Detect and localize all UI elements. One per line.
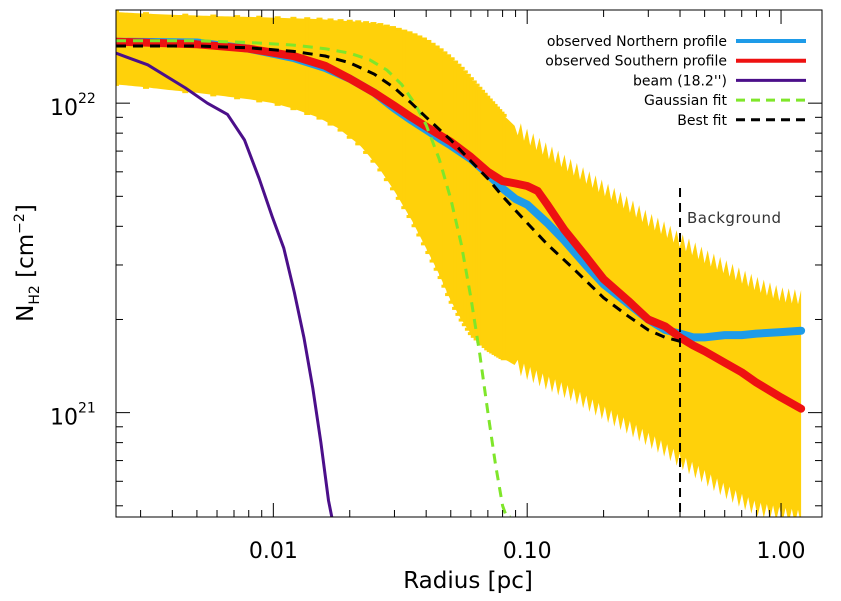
- y-tick-exponent: 22: [78, 91, 96, 107]
- series-line-beam-18-2: [116, 51, 334, 517]
- legend-label: Best fit: [677, 113, 727, 129]
- legend-label: beam (18.2''): [633, 73, 727, 89]
- y-axis-unit-close: ]: [13, 204, 39, 213]
- legend-entry: beam (18.2''): [633, 73, 806, 89]
- error-bar: [290, 16, 297, 111]
- error-bar: [256, 15, 263, 103]
- series-line-gaussian-fit: [116, 39, 511, 517]
- error-bar: [274, 16, 281, 106]
- error-bar: [500, 113, 507, 361]
- series-line-best-fit: [116, 44, 681, 343]
- error-bar: [234, 15, 241, 100]
- error-bar: [433, 45, 440, 271]
- x-tick-label: 0.01: [249, 539, 298, 564]
- x-axis-title: Radius [pc]: [403, 568, 533, 594]
- legend: observed Northern profile observed Southe…: [545, 34, 806, 129]
- y-tick-label: 1021: [50, 401, 96, 431]
- error-bar: [116, 10, 119, 86]
- series-lines: [116, 37, 806, 517]
- x-tick-label: 1.00: [757, 539, 806, 564]
- plot-area: [116, 10, 806, 517]
- y-tick-base: 10: [50, 406, 78, 431]
- y-axis-main: N: [13, 305, 39, 322]
- error-bar: [210, 14, 217, 97]
- background-label: Background: [687, 209, 782, 227]
- y-axis-title-text: NH2 [cm−2]: [12, 204, 43, 322]
- y-tick-exponent: 21: [78, 401, 96, 417]
- legend-entry: Best fit: [677, 113, 806, 129]
- error-bar: [429, 42, 436, 263]
- error-bar: [411, 33, 418, 228]
- legend-label: observed Northern profile: [547, 34, 727, 50]
- error-bar: [416, 35, 423, 237]
- plot-frame: [115, 9, 823, 518]
- y-axis-unit-open: [cm: [13, 234, 39, 285]
- error-bar: [182, 13, 189, 94]
- legend-label: observed Southern profile: [545, 54, 727, 70]
- x-tick-label: 0.10: [503, 539, 552, 564]
- y-tick-base: 10: [50, 96, 78, 121]
- series-line-observed-southern-profile: [116, 37, 806, 413]
- error-bar: [425, 39, 432, 255]
- legend-label: Gaussian fit: [644, 93, 727, 109]
- error-bar: [420, 37, 427, 246]
- y-axis-sub: H2: [27, 285, 43, 304]
- y-axis-title: NH2 [cm−2]: [12, 204, 43, 322]
- y-tick-label: 1022: [50, 91, 96, 121]
- error-bar: [437, 48, 444, 280]
- error-bar: [445, 54, 452, 297]
- legend-entry: observed Southern profile: [545, 54, 806, 70]
- y-axis-unit-exp: −2: [12, 213, 28, 234]
- legend-entry: Gaussian fit: [644, 93, 806, 109]
- error-bar: [142, 12, 149, 89]
- error-bar: [406, 31, 413, 219]
- legend-entry: observed Northern profile: [547, 34, 806, 50]
- error-bar: [441, 51, 448, 288]
